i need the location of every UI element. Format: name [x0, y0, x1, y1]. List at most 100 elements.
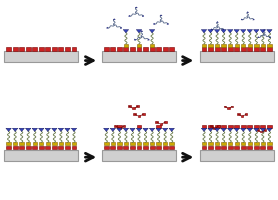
Polygon shape [148, 39, 150, 40]
Bar [130, 146, 135, 149]
Bar [26, 146, 31, 149]
Bar [19, 142, 24, 145]
Polygon shape [58, 128, 64, 131]
Bar [234, 47, 239, 51]
Bar [208, 44, 213, 47]
Bar [156, 47, 161, 51]
Bar [254, 125, 259, 128]
Polygon shape [134, 39, 136, 40]
Polygon shape [130, 128, 135, 131]
Polygon shape [253, 19, 254, 20]
Bar [254, 142, 259, 145]
Bar [260, 125, 265, 128]
Bar [72, 142, 76, 145]
Bar [163, 142, 167, 145]
Bar [157, 142, 161, 145]
Bar [241, 146, 246, 149]
Polygon shape [254, 128, 259, 131]
Bar [150, 44, 154, 47]
Bar [138, 115, 140, 117]
Bar [123, 125, 125, 127]
Bar [110, 146, 115, 149]
Bar [247, 146, 252, 149]
Bar [26, 142, 30, 145]
Bar [104, 146, 109, 149]
Polygon shape [136, 30, 142, 33]
Bar [124, 44, 128, 47]
Bar [228, 142, 232, 145]
Polygon shape [142, 15, 144, 17]
Bar [6, 142, 11, 145]
Bar [117, 125, 122, 128]
Bar [6, 47, 11, 51]
Polygon shape [167, 23, 169, 24]
Bar [260, 146, 265, 149]
Polygon shape [214, 128, 220, 131]
Bar [65, 142, 70, 145]
Bar [208, 142, 213, 145]
Bar [202, 146, 207, 149]
Bar [39, 142, 43, 145]
Bar [217, 125, 220, 127]
Bar [33, 142, 37, 145]
Bar [241, 115, 244, 117]
Polygon shape [201, 30, 207, 33]
Bar [13, 142, 17, 145]
Bar [235, 44, 239, 47]
Polygon shape [247, 30, 252, 33]
Bar [136, 125, 142, 128]
Bar [39, 146, 44, 149]
Bar [163, 47, 168, 51]
Bar [267, 47, 272, 51]
Bar [267, 146, 272, 149]
Polygon shape [269, 37, 271, 38]
Polygon shape [208, 30, 213, 33]
Polygon shape [214, 30, 220, 33]
Bar [248, 44, 252, 47]
Bar [164, 121, 167, 123]
Polygon shape [45, 128, 51, 131]
Bar [261, 142, 265, 145]
Bar [13, 146, 18, 149]
Bar [228, 44, 232, 47]
Bar [215, 125, 220, 128]
Polygon shape [169, 128, 174, 131]
Polygon shape [208, 128, 213, 131]
Bar [215, 142, 219, 145]
Polygon shape [260, 128, 265, 131]
Bar [241, 44, 245, 47]
Bar [39, 47, 44, 51]
Bar [110, 47, 115, 51]
Polygon shape [71, 128, 77, 131]
Polygon shape [65, 128, 70, 131]
Bar [237, 113, 240, 115]
Polygon shape [234, 30, 239, 33]
Polygon shape [39, 128, 44, 131]
Bar [241, 125, 246, 128]
Bar [19, 47, 24, 51]
Bar [231, 106, 233, 107]
Bar [124, 142, 128, 145]
Bar [221, 142, 226, 145]
Bar [104, 47, 109, 51]
Polygon shape [156, 128, 161, 131]
Bar [208, 146, 213, 149]
Polygon shape [52, 128, 57, 131]
Polygon shape [222, 29, 224, 30]
Bar [202, 44, 206, 47]
Polygon shape [6, 128, 11, 131]
Polygon shape [267, 30, 272, 33]
Polygon shape [19, 128, 24, 131]
Polygon shape [160, 15, 162, 16]
Polygon shape [227, 30, 233, 33]
Bar [65, 146, 70, 149]
Bar [200, 51, 274, 62]
Bar [143, 146, 148, 149]
Bar [254, 47, 259, 51]
Polygon shape [117, 128, 122, 131]
Bar [254, 44, 259, 47]
Bar [221, 125, 226, 128]
Polygon shape [247, 128, 252, 131]
Bar [143, 47, 148, 51]
Bar [215, 47, 220, 51]
